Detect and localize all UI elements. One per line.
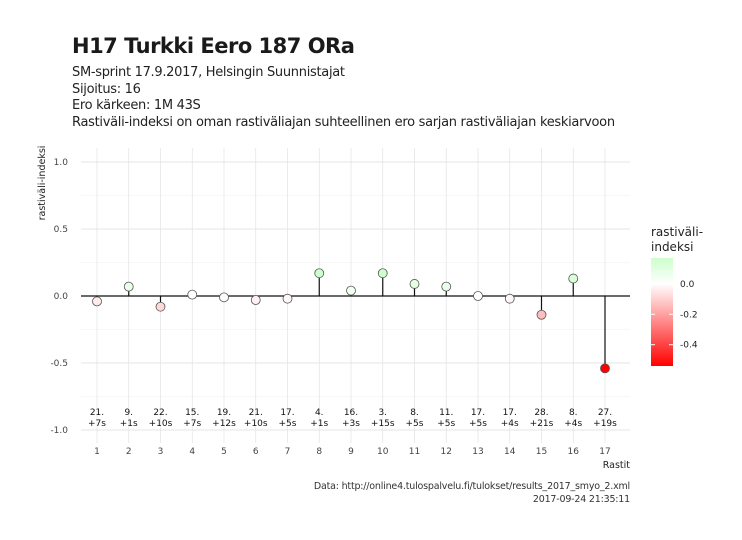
x-tick-label: 3 [158, 447, 164, 457]
rank-label: 4. [315, 408, 324, 418]
legend-tick-label: 0.0 [680, 280, 695, 290]
x-tick-label: 12 [441, 447, 452, 457]
legend-tick-label: -0.2 [680, 310, 698, 320]
x-tick-label: 5 [221, 447, 227, 457]
lollipop-point [504, 293, 515, 304]
x-axis-title: Rastit [603, 460, 631, 471]
time-diff-label: +12s [212, 419, 236, 429]
legend-title-line-1: rastiväli- [651, 225, 703, 239]
chart-title: H17 Turkki Eero 187 ORa [72, 34, 355, 58]
lollipop-point [282, 293, 293, 304]
lollipop-point [219, 292, 229, 303]
rank-label: 19. [217, 408, 231, 418]
x-tick-label: 15 [536, 447, 547, 457]
x-tick-label: 6 [253, 447, 259, 457]
x-tick-label: 8 [316, 447, 322, 457]
subtitle-placement: Sijoitus: 16 [72, 81, 141, 97]
rank-label: 17. [503, 408, 517, 418]
subtitle-event: SM-sprint 17.9.2017, Helsingin Suunnista… [72, 65, 345, 80]
x-tick-label: 10 [377, 447, 389, 457]
time-diff-label: +4s [501, 419, 519, 429]
rank-label: 27. [598, 408, 612, 418]
x-tick-label: 7 [285, 447, 291, 457]
lollipop-point [123, 281, 134, 292]
rank-label: 8. [569, 408, 578, 418]
lollipop-point [92, 296, 102, 307]
x-tick-label: 2 [126, 447, 132, 457]
time-diff-label: +10s [149, 419, 173, 429]
lollipop-point [409, 279, 420, 289]
rank-label: 21. [90, 408, 104, 418]
time-diff-label: +7s [88, 419, 106, 429]
lollipop-point [441, 281, 452, 292]
marks [92, 268, 610, 374]
y-axis-title: rastiväli-indeksi [37, 146, 48, 221]
grid [81, 148, 630, 443]
rank-label: 21. [249, 408, 263, 418]
chart-subtitle: SM-sprint 17.9.2017, Helsingin Suunnista… [72, 65, 615, 131]
time-diff-label: +1s [120, 419, 138, 429]
rank-label: 11. [439, 408, 453, 418]
y-tick-label: -1.0 [50, 426, 68, 436]
time-diff-label: +5s [406, 419, 424, 429]
rank-label: 15. [185, 408, 199, 418]
time-diff-label: +7s [183, 419, 201, 429]
lollipop-point [536, 309, 547, 320]
subtitle-description: Rastiväli-indeksi on oman rastiväliajan … [72, 114, 615, 130]
x-tick-label: 9 [348, 447, 354, 457]
point-labels: 21.+7s9.+1s22.+10s15.+7s19.+12s21.+10s17… [88, 408, 617, 429]
x-tick-label: 1 [94, 447, 100, 457]
y-tick-label: 1.0 [54, 158, 69, 168]
rank-label: 9. [124, 408, 133, 418]
time-diff-label: +21s [530, 419, 554, 429]
data-source-caption: Data: http://online4.tulospalvelu.fi/tul… [314, 480, 630, 506]
lollipop-point [377, 268, 388, 279]
rank-label: 22. [153, 408, 167, 418]
rank-label: 28. [534, 408, 548, 418]
time-diff-label: +4s [564, 419, 582, 429]
lollipop-point [155, 301, 166, 312]
legend-tick-label: -0.4 [680, 341, 698, 351]
timestamp: 2017-09-24 21:35:11 [532, 494, 630, 505]
x-tick-label: 4 [189, 447, 195, 457]
rank-label: 8. [410, 408, 419, 418]
time-diff-label: +19s [593, 419, 617, 429]
data-source-url: Data: http://online4.tulospalvelu.fi/tul… [313, 481, 630, 492]
time-diff-label: +5s [469, 419, 487, 429]
axes: 1.00.50.0-0.5-1.01 2 3 4 5 6 7 8 9 10 11 12 13 14 15 16… [50, 158, 630, 457]
subtitle-gap: Ero kärkeen: 1M 43S [72, 98, 201, 113]
x-tick-label: 16 [568, 447, 580, 457]
y-tick-label: 0.0 [54, 292, 69, 302]
y-tick-label: -0.5 [50, 359, 68, 369]
y-tick-label: 0.5 [54, 225, 68, 235]
lollipop-point [250, 295, 261, 305]
rank-label: 17. [471, 408, 485, 418]
lollipop-point [187, 289, 198, 300]
time-diff-label: +3s [342, 419, 360, 429]
rank-label: 16. [344, 408, 358, 418]
time-diff-label: +1s [310, 419, 328, 429]
rank-label: 3. [378, 408, 387, 418]
lollipop-point [473, 291, 483, 301]
time-diff-label: +15s [371, 419, 395, 429]
lollipop-point [314, 268, 325, 279]
x-tick-label: 11 [409, 447, 420, 457]
rank-label: 17. [280, 408, 294, 418]
legend-colorbar [651, 258, 673, 366]
x-tick-label: 17 [599, 447, 610, 457]
color-legend: rastiväli- indeksi 0.0 -0.2 -0.4 [651, 225, 703, 366]
lollipop-point [346, 285, 356, 296]
time-diff-label: +5s [437, 419, 455, 429]
time-diff-label: +5s [279, 419, 297, 429]
legend-title-line-2: indeksi [651, 240, 693, 254]
x-tick-label: 14 [504, 447, 516, 457]
x-tick-label: 13 [472, 447, 483, 457]
lollipop-point [600, 363, 610, 374]
lollipop-point [568, 273, 579, 284]
time-diff-label: +10s [244, 419, 268, 429]
